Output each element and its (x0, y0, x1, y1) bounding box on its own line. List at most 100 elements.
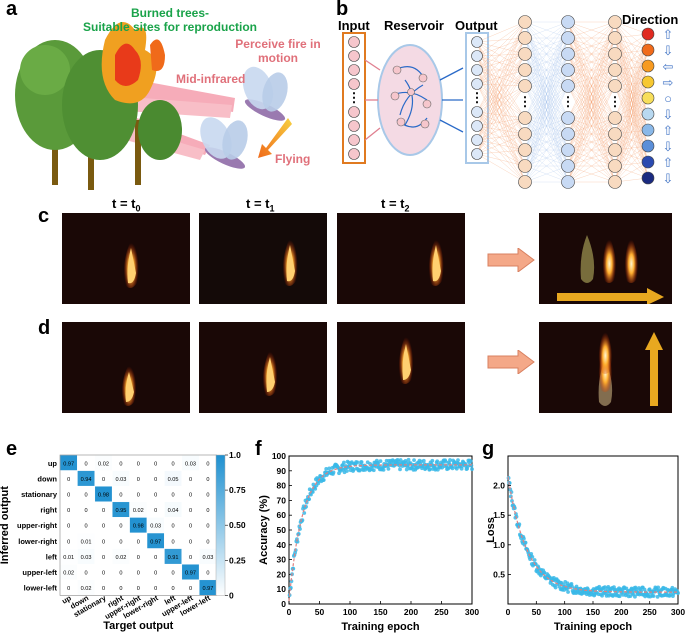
connection (524, 53, 569, 135)
connection (567, 37, 616, 87)
connection (476, 53, 526, 71)
y-axis-label: Loss (485, 517, 497, 543)
connection (567, 21, 616, 183)
x-tick-label: 200 (404, 607, 418, 617)
panel-a-title: Burned trees- Suitable sites for reprodu… (70, 6, 270, 34)
connection (476, 125, 526, 167)
network-node (518, 175, 532, 189)
row-tick-label: down (37, 474, 57, 483)
connection (476, 41, 526, 55)
network-node (518, 79, 532, 93)
connection (476, 85, 526, 127)
direction-node (641, 91, 655, 105)
connection (524, 21, 569, 119)
data-point (656, 585, 661, 590)
network-node (561, 143, 575, 157)
direction-arrow-icon: ⇩ (663, 107, 674, 122)
connection (524, 69, 569, 119)
connection (476, 21, 526, 113)
connection (476, 83, 526, 87)
connection (567, 37, 616, 167)
accuracy-plot: 0 50 100 150 200 250 300 0 10 20 30 40 50 60 70 80 90 100… (258, 451, 479, 633)
connection (567, 53, 616, 71)
connection (567, 21, 616, 87)
connection (567, 117, 616, 167)
x-tick-label: 50 (315, 607, 325, 617)
data-point (633, 594, 637, 599)
connection (476, 69, 526, 85)
connection (567, 69, 616, 151)
connection (567, 21, 616, 135)
connection (524, 53, 569, 71)
data-point (371, 468, 376, 473)
data-point (355, 460, 360, 465)
connection (476, 69, 526, 141)
network-node (471, 120, 483, 132)
cell-value-label: 0 (137, 571, 140, 577)
network-node (608, 159, 622, 173)
connection (476, 41, 526, 71)
cell-value-label: 0 (206, 524, 209, 530)
data-point (553, 585, 558, 590)
y-tick-label: 1.0 (493, 540, 505, 550)
connection (567, 85, 616, 151)
data-point (523, 540, 528, 545)
data-point (359, 460, 364, 464)
reservoir-label: Reservoir (384, 18, 444, 33)
connection (614, 113, 649, 183)
connection (524, 53, 569, 151)
x-tick-label: 250 (643, 607, 657, 617)
connection (567, 37, 616, 71)
connection (476, 53, 526, 85)
cell-value-label: 0 (206, 461, 209, 467)
direction-node (641, 107, 655, 121)
connection (567, 37, 616, 135)
data-point (378, 459, 383, 463)
connection (476, 55, 526, 119)
connection (524, 85, 569, 135)
network-node (561, 31, 575, 45)
direction-arrow-icon: ⇩ (663, 139, 674, 154)
connection (476, 21, 526, 85)
direction-node (641, 123, 655, 137)
connection (567, 21, 616, 55)
connection (476, 53, 526, 127)
connection (524, 37, 569, 87)
connection (524, 21, 569, 55)
x-tick-label: 100 (343, 607, 357, 617)
x-tick-label: 300 (465, 607, 479, 617)
fit-line (507, 476, 678, 593)
data-point (606, 585, 611, 589)
connection (524, 37, 569, 55)
colorbar (215, 454, 226, 596)
connection (567, 85, 616, 135)
colorbar-tick-label: 0 (229, 590, 234, 600)
data-point (289, 579, 294, 584)
cell-value-label: 0 (206, 571, 209, 577)
y-axis-label: Inferred output (0, 486, 11, 565)
connection (476, 21, 526, 57)
connection (524, 133, 569, 167)
connection (524, 85, 569, 119)
connection (476, 37, 526, 155)
connection (614, 21, 649, 83)
connection (524, 37, 569, 167)
connection (524, 21, 569, 39)
direction-arrow-icon: ⇧ (663, 123, 674, 138)
connection (524, 21, 569, 39)
x-axis-label: Target output (103, 620, 173, 632)
connection (524, 69, 569, 87)
plot-frame (507, 455, 679, 605)
connection (476, 153, 526, 183)
cell-value-label: 0 (206, 508, 209, 514)
data-point (381, 467, 386, 472)
data-point (435, 459, 440, 464)
connection (524, 69, 569, 135)
connection (567, 69, 616, 167)
column-tick-label: up (60, 593, 73, 606)
connection (614, 49, 649, 183)
panel-label-f: f (255, 438, 262, 460)
image-d-t1 (199, 322, 327, 413)
connection (476, 85, 526, 113)
connection (567, 53, 616, 151)
